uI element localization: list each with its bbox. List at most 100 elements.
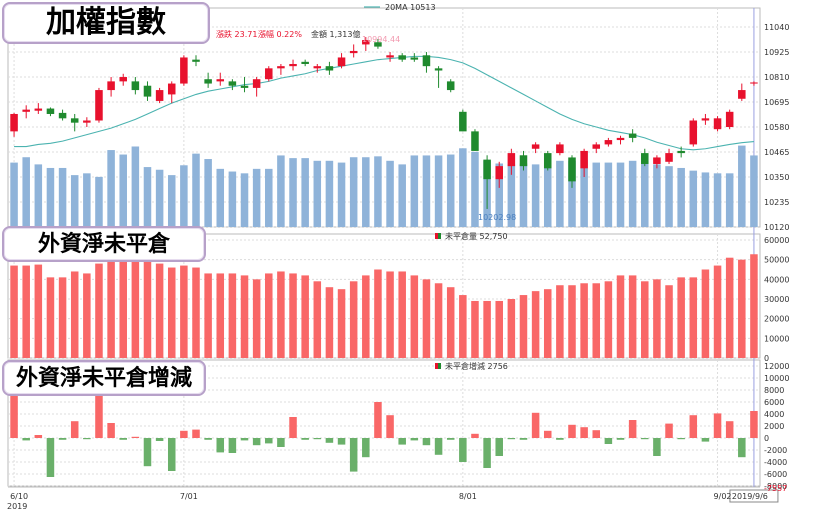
oi-bar <box>216 273 225 358</box>
oi-change-bar <box>107 423 115 438</box>
oi-bar <box>337 289 346 358</box>
oi-change-bar <box>592 430 601 438</box>
oi-legend-swatch-down <box>438 233 441 239</box>
y-tick-label: 10810 <box>764 73 789 82</box>
oi-change-bar <box>471 433 479 438</box>
candle-body <box>119 77 127 82</box>
candle-body <box>58 112 67 119</box>
candle-body <box>471 131 479 151</box>
volume-bar <box>616 162 625 227</box>
chg-legend-label: 未平倉增減 2756 <box>445 361 508 371</box>
oi-change-bar <box>495 438 503 456</box>
oi-bar <box>689 277 698 358</box>
volume-bar <box>119 154 127 227</box>
oi-change-bar <box>483 438 491 468</box>
oi-change-bar <box>713 413 722 438</box>
candle-body <box>713 118 722 130</box>
oi-bar <box>531 291 540 358</box>
oi-bar <box>519 295 528 358</box>
oi-change-bar <box>689 415 698 438</box>
oi-change-bar <box>34 435 43 438</box>
volume-bar <box>58 167 67 227</box>
volume-bar <box>313 160 322 227</box>
oi-bar <box>653 279 661 358</box>
oi-bars <box>10 254 758 358</box>
y-tick-label: 0 <box>764 354 769 363</box>
volume-bar <box>46 167 55 227</box>
oi-change-bar <box>543 430 552 438</box>
volume-bar <box>604 162 613 227</box>
candle-body <box>616 137 625 141</box>
y-tick-label: 40000 <box>764 275 789 284</box>
volume-bar <box>422 155 431 227</box>
oi-bar <box>119 255 127 358</box>
volume-bar <box>70 175 79 227</box>
volume-bar <box>301 158 309 227</box>
oi-bar <box>252 279 261 358</box>
oi-bar <box>665 285 673 358</box>
volume-bar <box>592 162 601 227</box>
oi-change-bar <box>750 411 758 438</box>
oi-change-bar <box>265 438 273 444</box>
oi-change-bar <box>277 438 285 447</box>
volume-bar <box>434 155 443 227</box>
oi-bar <box>580 283 588 358</box>
y-tick-label: 10580 <box>764 123 789 132</box>
oi-legend-swatch-up <box>435 233 438 239</box>
x-tick-label: 6/10 <box>10 492 28 501</box>
oi-bar <box>495 300 503 358</box>
candle-body <box>46 108 55 114</box>
oi-bar <box>434 283 443 358</box>
candle-body <box>398 55 406 60</box>
volume-bar <box>471 151 479 227</box>
volume-bar <box>641 160 649 227</box>
y-tick-label: 10925 <box>764 48 789 57</box>
candle-body <box>531 144 540 149</box>
oi-bar <box>58 277 67 358</box>
oi-change-bar <box>507 438 516 440</box>
candle-body <box>641 153 649 164</box>
y-tick-label: 0 <box>764 434 769 443</box>
oi-change-bar <box>252 438 261 446</box>
candle-body <box>519 155 528 167</box>
volume-bar <box>446 154 455 227</box>
volume-bar <box>556 160 564 227</box>
y-tick-label: 10235 <box>764 198 789 207</box>
volume-bar <box>398 164 406 227</box>
volume-bar <box>495 163 503 227</box>
oi-bar <box>265 273 273 358</box>
x-tick-label: 8/01 <box>459 492 477 501</box>
candle-body <box>228 81 237 86</box>
candle-body <box>386 55 394 58</box>
y-tick-label: 6000 <box>764 398 784 407</box>
volume-bar <box>738 145 746 227</box>
legends: 20MA 10513 漲跌 23.71 漲幅 0.22% 金額 1,313億 1… <box>216 3 516 371</box>
candle-body <box>362 40 370 45</box>
candle-body <box>422 55 431 67</box>
candle-body <box>216 79 225 82</box>
volume-bar <box>22 157 30 227</box>
y-tick-label: 20000 <box>764 315 789 324</box>
oi-change-bar <box>725 421 734 438</box>
oi-bar <box>325 287 334 358</box>
candle-body <box>410 57 419 60</box>
candle-body <box>143 85 152 97</box>
cursor-date-box <box>729 489 779 503</box>
year-label: 2019 <box>7 502 27 511</box>
oi-change-bar <box>192 429 200 438</box>
candle-body <box>677 150 685 154</box>
oi-bar <box>313 281 322 358</box>
candle-body <box>580 150 588 169</box>
volume-bar <box>653 164 661 227</box>
candle-body <box>180 57 188 84</box>
oi-bar <box>167 267 176 358</box>
oi-bar <box>46 277 55 358</box>
oi-bar <box>10 265 18 358</box>
high-price-label: 10994.44 <box>362 35 400 44</box>
oi-change-bar <box>398 438 406 445</box>
chg-legend-swatch-up <box>435 363 438 369</box>
oi-bar <box>70 271 79 358</box>
candle-body <box>240 85 249 88</box>
oi-change-bar <box>580 427 588 438</box>
candle-body <box>34 108 43 111</box>
